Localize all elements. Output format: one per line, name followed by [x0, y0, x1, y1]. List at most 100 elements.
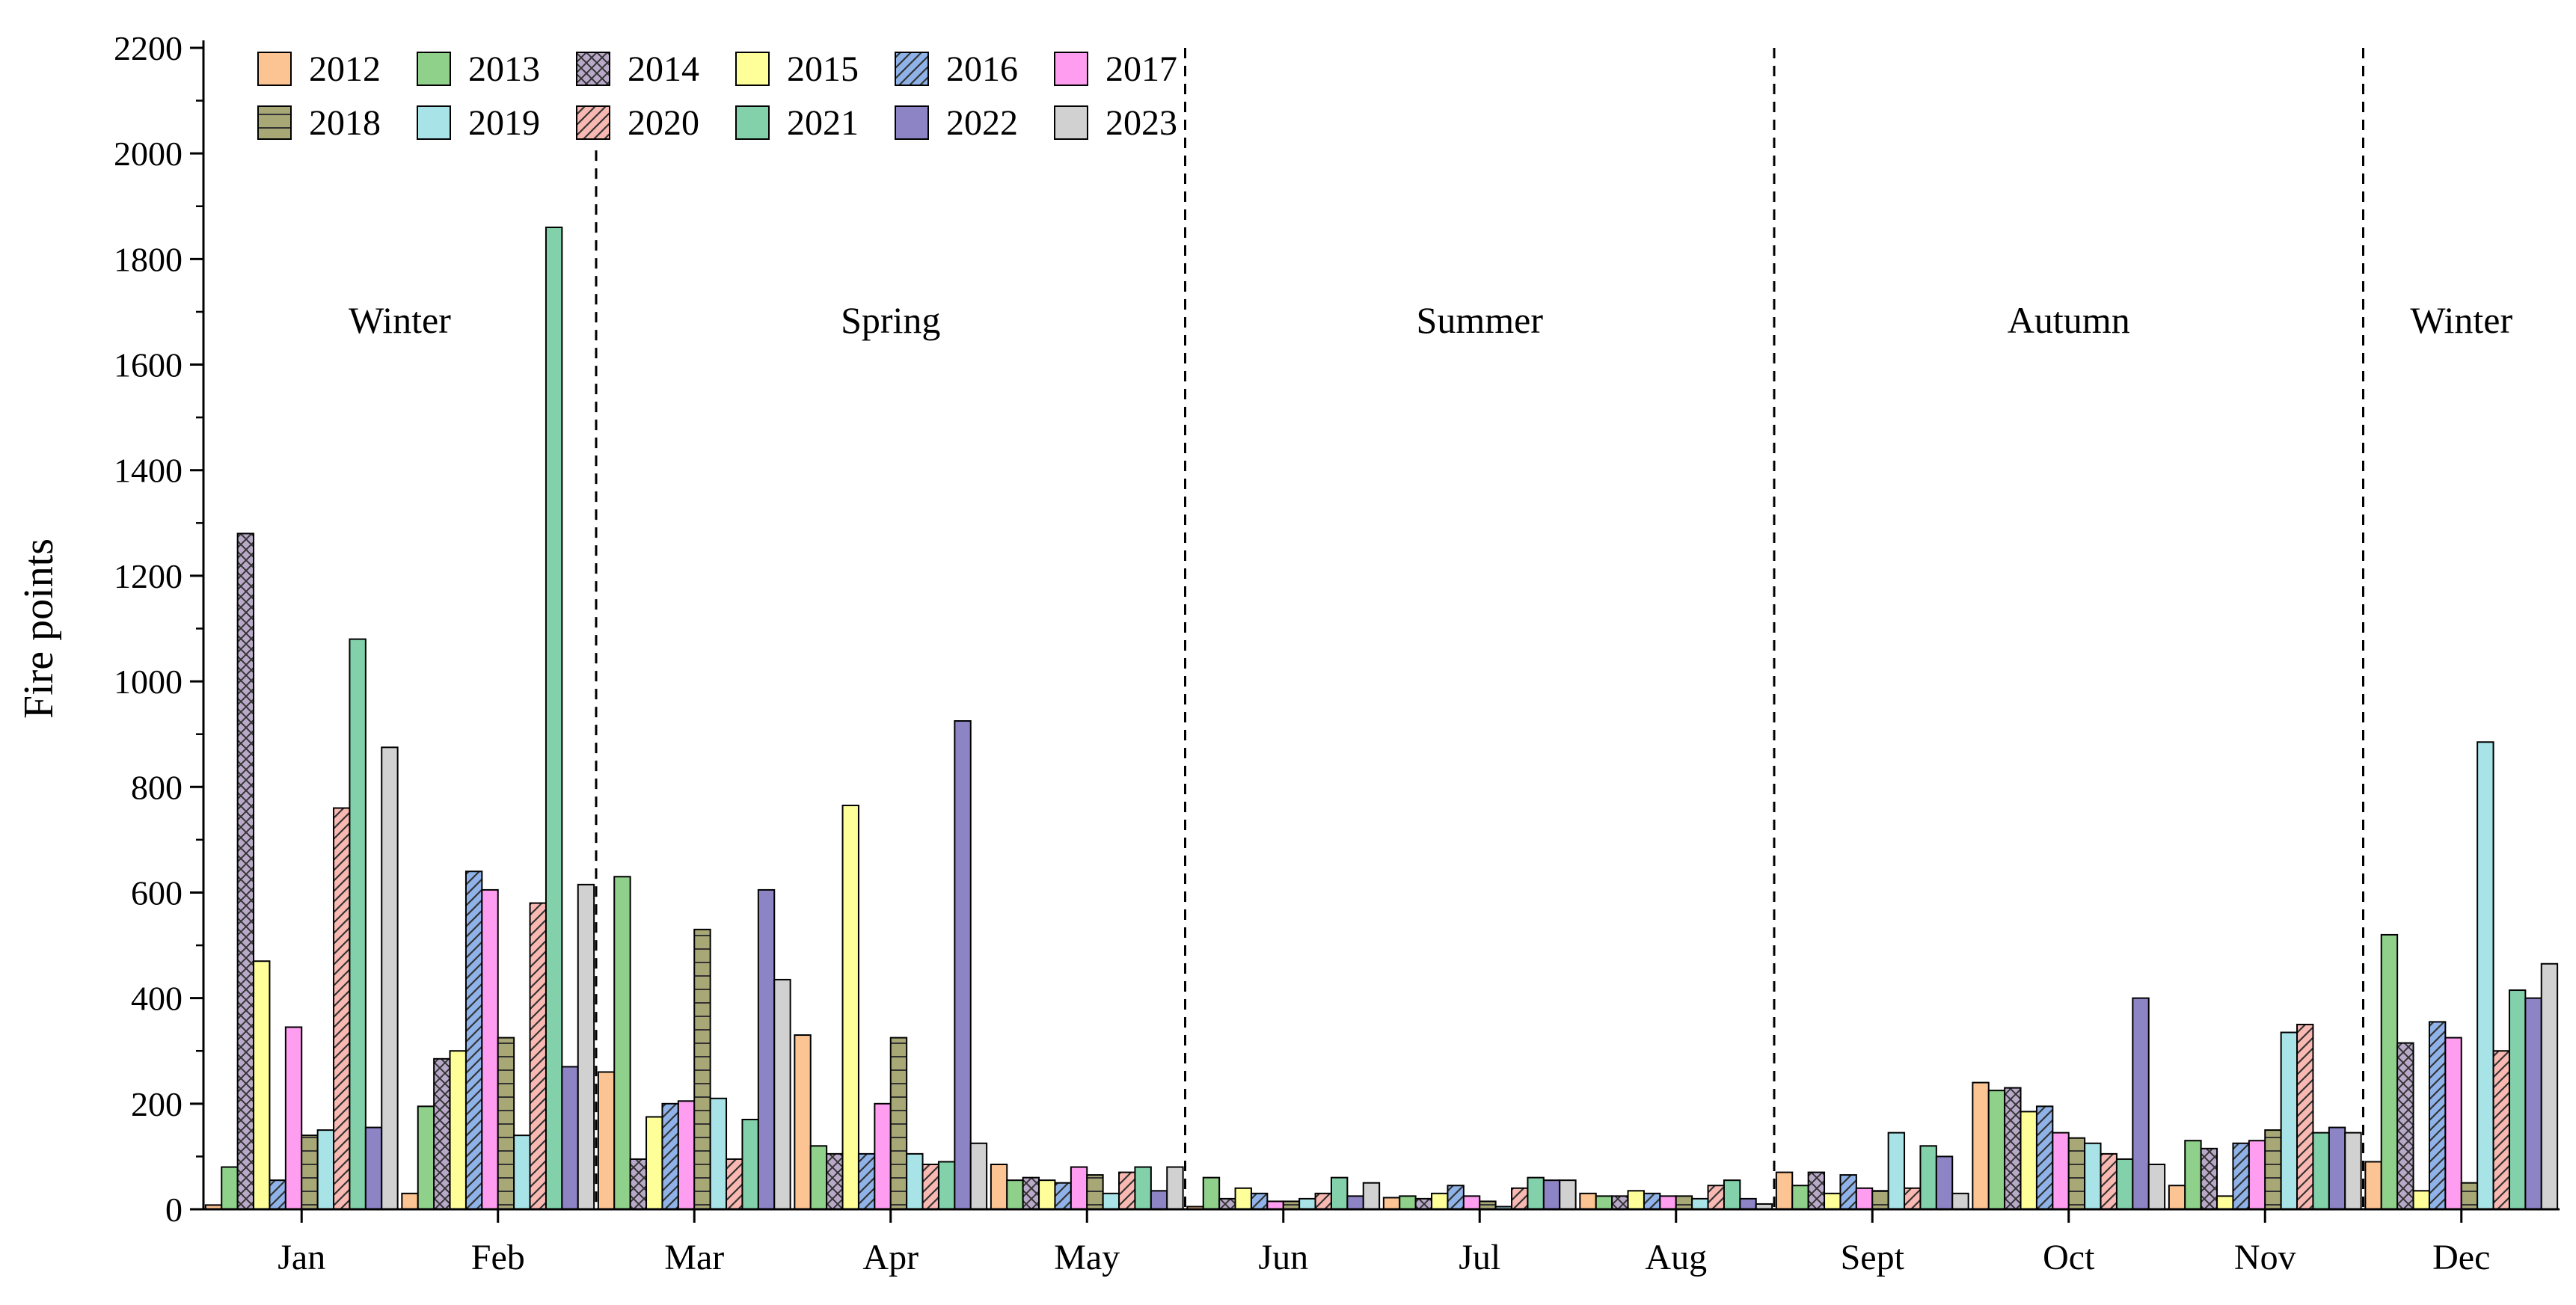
bar-2020-oct: [2100, 1152, 2117, 1210]
legend-item-2013: 2013: [417, 49, 540, 89]
bar-2023-oct-fill: [2148, 1164, 2165, 1209]
bar-2014-oct: [2004, 1087, 2022, 1210]
bar-2021-may: [1134, 1166, 1152, 1210]
legend-swatch-2016-pattern: [895, 52, 928, 85]
bar-2019-jan-fill: [317, 1130, 334, 1209]
bar-2021-apr: [937, 1161, 956, 1210]
bar-2019-jul-fill: [1495, 1206, 1512, 1209]
bar-2018-aug-pattern: [1675, 1196, 1693, 1209]
legend-swatch-2020-pattern: [577, 106, 610, 139]
bar-2014-mar: [629, 1158, 648, 1210]
legend-swatch-2018-outline: [257, 105, 292, 140]
bar-2014-jun: [1218, 1197, 1236, 1211]
bar-2023-apr: [969, 1142, 988, 1210]
bar-2013-apr: [809, 1145, 828, 1210]
bar-2019-jun: [1298, 1197, 1316, 1211]
bar-2012-jul: [1382, 1197, 1401, 1210]
bar-2021-aug: [1723, 1179, 1741, 1211]
bar-2020-dec-pattern: [2493, 1051, 2509, 1209]
bar-2023-mar: [773, 978, 791, 1211]
legend-swatch-2017-fill: [1055, 52, 1088, 85]
bar-2013-nov-fill: [2185, 1140, 2201, 1209]
legend-item-2019: 2019: [417, 103, 540, 143]
bar-2021-jan-fill: [349, 639, 366, 1209]
bar-2020-mar: [726, 1158, 743, 1210]
legend-swatch-2023-fill: [1055, 106, 1088, 139]
legend-item-2016: 2016: [895, 49, 1018, 89]
bar-2013-oct-fill: [1988, 1090, 2005, 1209]
legend-swatch-2018: [257, 105, 292, 140]
bar-2012-aug-fill: [1580, 1193, 1596, 1209]
bar-2017-jun-fill: [1267, 1201, 1284, 1209]
bar-2021-jan: [349, 638, 367, 1210]
bar-2018-feb-pattern: [497, 1037, 515, 1209]
bar-2018-may-pattern: [1087, 1175, 1103, 1209]
legend-swatch-2017-outline: [1054, 52, 1088, 86]
legend-label-2018: 2018: [309, 103, 381, 143]
bar-2023-aug-fill: [1755, 1203, 1773, 1209]
legend-swatch-2013-fill: [417, 52, 450, 85]
bar-2017-dec-fill: [2445, 1037, 2462, 1209]
bar-2023-dec: [2540, 962, 2559, 1211]
bar-2015-mar: [645, 1116, 663, 1211]
bar-2021-mar-fill: [742, 1119, 758, 1209]
bar-2012-mar-fill: [598, 1072, 615, 1209]
season-label-spring-1: Spring: [841, 299, 940, 341]
bar-2018-jun-pattern: [1283, 1201, 1300, 1209]
bar-2017-may-fill: [1070, 1167, 1088, 1209]
bar-2023-may-fill: [1167, 1167, 1183, 1209]
bar-2018-apr-pattern: [890, 1037, 907, 1209]
bar-2015-nov: [2216, 1195, 2234, 1211]
bar-2021-aug-fill: [1723, 1180, 1741, 1209]
bar-2022-nov-fill: [2328, 1127, 2346, 1209]
bar-2018-oct-pattern: [2068, 1137, 2085, 1209]
bar-2012-sept: [1775, 1171, 1794, 1210]
bar-2019-mar: [709, 1097, 728, 1210]
bar-2022-may-fill: [1150, 1191, 1168, 1209]
bar-2014-jan: [236, 532, 255, 1210]
bar-2021-jun-fill: [1331, 1177, 1348, 1209]
bar-2013-nov: [2184, 1140, 2202, 1210]
bar-2019-nov-fill: [2281, 1032, 2298, 1209]
bar-2021-mar: [741, 1118, 759, 1211]
bar-2018-may: [1086, 1174, 1104, 1211]
bar-2017-dec: [2444, 1037, 2462, 1211]
bar-2019-feb-fill: [514, 1135, 530, 1209]
bar-2016-oct-pattern: [2036, 1106, 2053, 1209]
bar-2017-nov-fill: [2248, 1140, 2266, 1209]
bar-2016-nov-pattern: [2233, 1143, 2249, 1209]
bar-2020-feb: [529, 902, 547, 1211]
bar-2015-oct-fill: [2020, 1111, 2037, 1209]
bar-2022-jun: [1346, 1195, 1364, 1211]
bar-2013-jun-fill: [1203, 1177, 1220, 1209]
bar-2013-feb-fill: [417, 1106, 435, 1209]
bar-2016-mar: [661, 1102, 679, 1211]
legend-item-2018: 2018: [257, 103, 381, 143]
bar-2023-feb-fill: [577, 884, 595, 1209]
legend-label-2023: 2023: [1105, 103, 1177, 143]
bar-2014-jun-pattern: [1219, 1198, 1236, 1209]
bar-2020-may-pattern: [1119, 1172, 1135, 1209]
bar-2023-nov-fill: [2345, 1132, 2361, 1209]
legend-swatch-2013-outline: [417, 52, 451, 86]
bar-2021-jun: [1330, 1176, 1349, 1211]
bar-2012-nov: [2168, 1185, 2186, 1211]
bar-2017-jan-fill: [285, 1027, 302, 1209]
bar-2017-apr: [874, 1102, 892, 1211]
bar-2012-apr: [794, 1034, 812, 1211]
bar-2016-feb: [464, 870, 483, 1210]
x-tick-label-aug: Aug: [1645, 1238, 1707, 1277]
bar-2022-may: [1150, 1190, 1168, 1211]
bar-2021-dec-fill: [2509, 990, 2526, 1209]
bar-2016-jan-pattern: [269, 1180, 286, 1209]
bar-2023-nov: [2344, 1131, 2362, 1211]
bar-2019-feb: [513, 1134, 531, 1210]
bar-2014-dec-pattern: [2397, 1043, 2414, 1209]
axes-layer: 0 200 400 600 800 1000 1200 1400 1600 1800 2000 220…: [16, 29, 2560, 1277]
legend-item-2014: 2014: [576, 49, 699, 89]
bar-2017-oct-fill: [2052, 1132, 2069, 1209]
bar-2020-jul: [1511, 1187, 1529, 1211]
legend-swatch-2019-outline: [417, 105, 451, 140]
bar-2022-apr: [954, 720, 972, 1210]
